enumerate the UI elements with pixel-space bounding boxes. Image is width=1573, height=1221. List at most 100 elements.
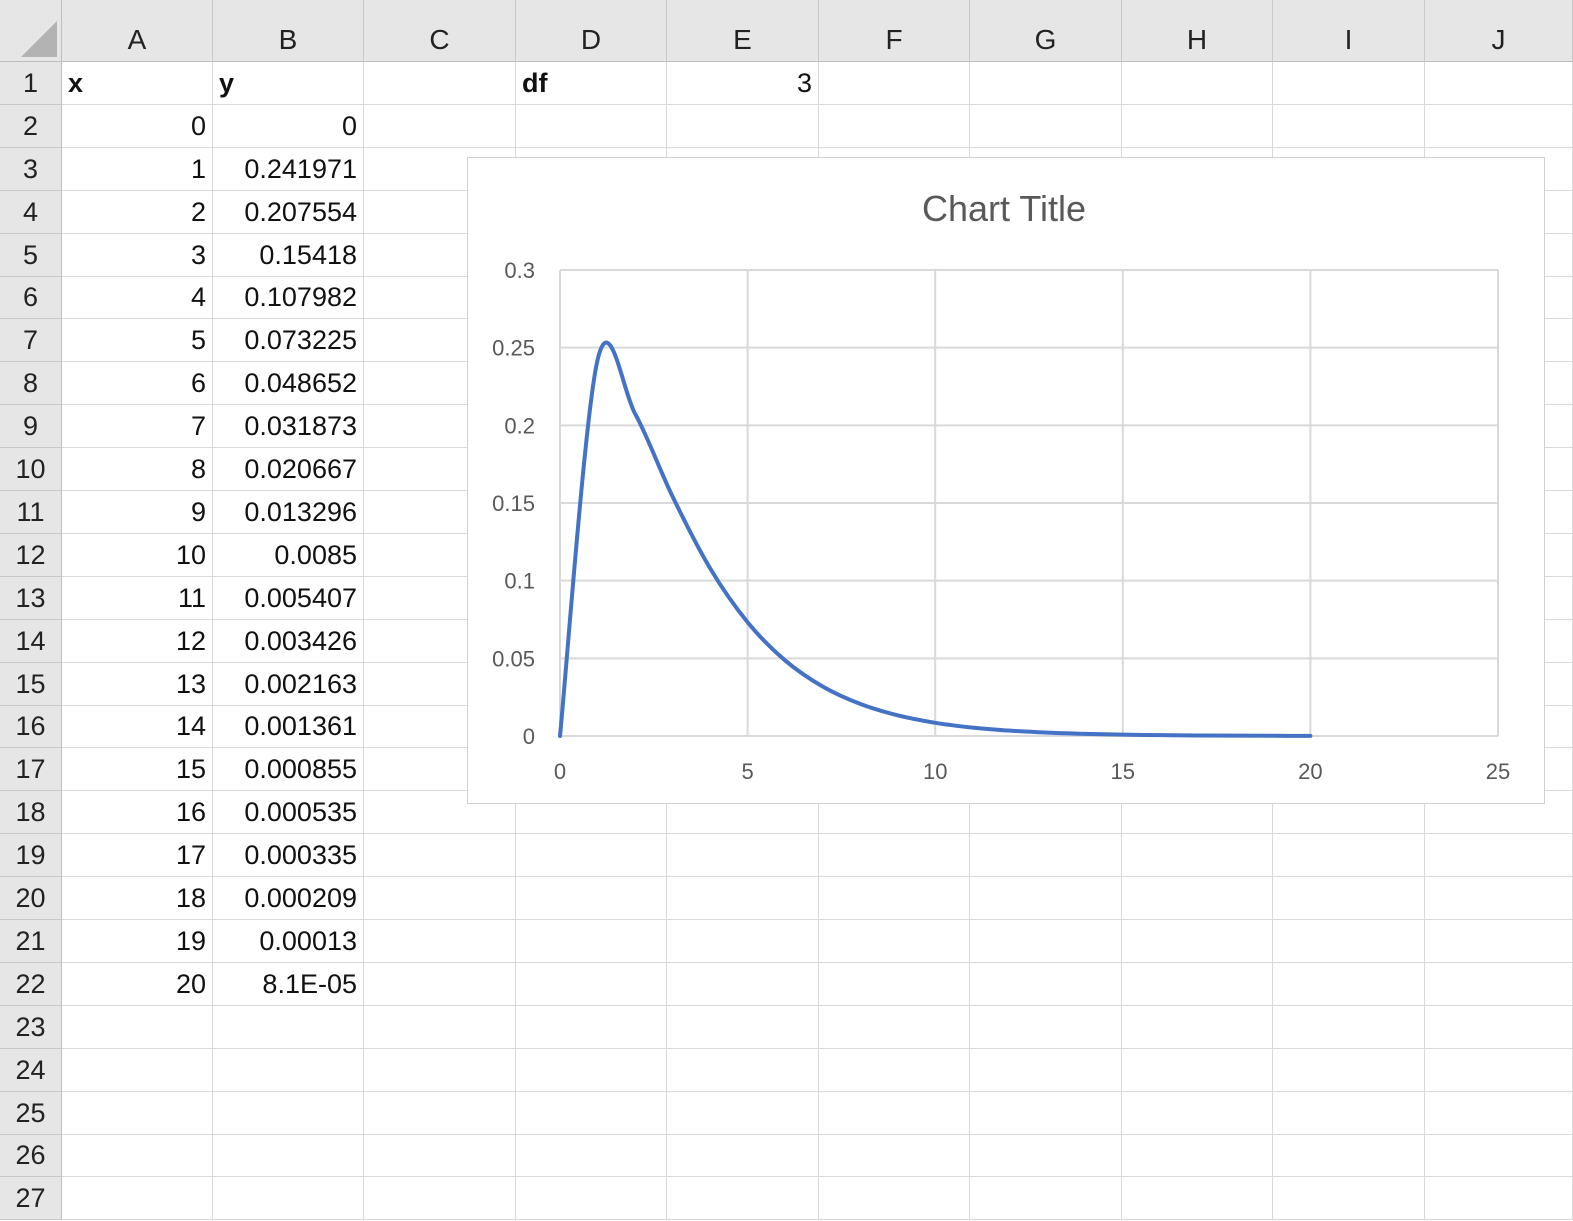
cell-f22[interactable] xyxy=(819,963,970,1006)
cell-e20[interactable] xyxy=(667,877,819,920)
column-header-i[interactable]: I xyxy=(1273,0,1425,62)
column-header-h[interactable]: H xyxy=(1122,0,1273,62)
cell-j25[interactable] xyxy=(1425,1092,1573,1135)
row-header-3[interactable]: 3 xyxy=(0,148,62,191)
cell-f1[interactable] xyxy=(819,62,970,105)
cell-a20[interactable]: 18 xyxy=(62,877,213,920)
cell-a27[interactable] xyxy=(62,1177,213,1220)
cell-b16[interactable]: 0.001361 xyxy=(213,706,364,748)
cell-h24[interactable] xyxy=(1122,1049,1273,1092)
cell-j20[interactable] xyxy=(1425,877,1573,920)
cell-a9[interactable]: 7 xyxy=(62,405,213,448)
cell-d23[interactable] xyxy=(516,1006,667,1049)
cell-h18[interactable] xyxy=(1122,791,1273,834)
cell-i1[interactable] xyxy=(1273,62,1425,105)
cell-a18[interactable]: 16 xyxy=(62,791,213,834)
cell-i26[interactable] xyxy=(1273,1135,1425,1177)
cell-a19[interactable]: 17 xyxy=(62,834,213,877)
cell-d27[interactable] xyxy=(516,1177,667,1220)
cell-j27[interactable] xyxy=(1425,1177,1573,1220)
cell-b3[interactable]: 0.241971 xyxy=(213,148,364,191)
cell-a8[interactable]: 6 xyxy=(62,362,213,405)
cell-j26[interactable] xyxy=(1425,1135,1573,1177)
row-header-5[interactable]: 5 xyxy=(0,234,62,277)
row-header-24[interactable]: 24 xyxy=(0,1049,62,1092)
cell-i19[interactable] xyxy=(1273,834,1425,877)
cell-i24[interactable] xyxy=(1273,1049,1425,1092)
cell-f25[interactable] xyxy=(819,1092,970,1135)
cell-b18[interactable]: 0.000535 xyxy=(213,791,364,834)
cell-i22[interactable] xyxy=(1273,963,1425,1006)
cell-j22[interactable] xyxy=(1425,963,1573,1006)
cell-h25[interactable] xyxy=(1122,1092,1273,1135)
row-header-1[interactable]: 1 xyxy=(0,62,62,105)
cell-j21[interactable] xyxy=(1425,920,1573,963)
cell-b4[interactable]: 0.207554 xyxy=(213,191,364,234)
cell-b20[interactable]: 0.000209 xyxy=(213,877,364,920)
cell-a2[interactable]: 0 xyxy=(62,105,213,148)
cell-b8[interactable]: 0.048652 xyxy=(213,362,364,405)
row-header-27[interactable]: 27 xyxy=(0,1177,62,1220)
cell-a4[interactable]: 2 xyxy=(62,191,213,234)
row-header-22[interactable]: 22 xyxy=(0,963,62,1006)
cell-g20[interactable] xyxy=(970,877,1122,920)
cell-b22[interactable]: 8.1E-05 xyxy=(213,963,364,1006)
cell-h20[interactable] xyxy=(1122,877,1273,920)
row-header-17[interactable]: 17 xyxy=(0,748,62,791)
cell-f26[interactable] xyxy=(819,1135,970,1177)
cell-g19[interactable] xyxy=(970,834,1122,877)
cell-b10[interactable]: 0.020667 xyxy=(213,448,364,491)
row-header-8[interactable]: 8 xyxy=(0,362,62,405)
cell-b5[interactable]: 0.15418 xyxy=(213,234,364,277)
cell-b9[interactable]: 0.031873 xyxy=(213,405,364,448)
cell-e2[interactable] xyxy=(667,105,819,148)
cell-b23[interactable] xyxy=(213,1006,364,1049)
cell-a7[interactable]: 5 xyxy=(62,319,213,362)
cell-e1[interactable]: 3 xyxy=(667,62,819,105)
cell-e25[interactable] xyxy=(667,1092,819,1135)
cell-a24[interactable] xyxy=(62,1049,213,1092)
cell-i21[interactable] xyxy=(1273,920,1425,963)
cell-i25[interactable] xyxy=(1273,1092,1425,1135)
cell-h1[interactable] xyxy=(1122,62,1273,105)
cell-a25[interactable] xyxy=(62,1092,213,1135)
cell-b11[interactable]: 0.013296 xyxy=(213,491,364,534)
row-header-19[interactable]: 19 xyxy=(0,834,62,877)
cell-a17[interactable]: 15 xyxy=(62,748,213,791)
cell-a3[interactable]: 1 xyxy=(62,148,213,191)
cell-a14[interactable]: 12 xyxy=(62,620,213,663)
cell-d24[interactable] xyxy=(516,1049,667,1092)
cell-i20[interactable] xyxy=(1273,877,1425,920)
cell-c24[interactable] xyxy=(364,1049,516,1092)
row-header-12[interactable]: 12 xyxy=(0,534,62,577)
cell-a16[interactable]: 14 xyxy=(62,706,213,748)
cell-f23[interactable] xyxy=(819,1006,970,1049)
row-header-16[interactable]: 16 xyxy=(0,706,62,748)
cell-e18[interactable] xyxy=(667,791,819,834)
row-header-2[interactable]: 2 xyxy=(0,105,62,148)
column-header-d[interactable]: D xyxy=(516,0,667,62)
cell-j19[interactable] xyxy=(1425,834,1573,877)
cell-f21[interactable] xyxy=(819,920,970,963)
column-header-g[interactable]: G xyxy=(970,0,1122,62)
cell-d20[interactable] xyxy=(516,877,667,920)
cell-b6[interactable]: 0.107982 xyxy=(213,277,364,319)
cell-a5[interactable]: 3 xyxy=(62,234,213,277)
cell-h22[interactable] xyxy=(1122,963,1273,1006)
row-header-9[interactable]: 9 xyxy=(0,405,62,448)
cell-a13[interactable]: 11 xyxy=(62,577,213,620)
cell-c27[interactable] xyxy=(364,1177,516,1220)
cell-d21[interactable] xyxy=(516,920,667,963)
cell-a6[interactable]: 4 xyxy=(62,277,213,319)
cell-b17[interactable]: 0.000855 xyxy=(213,748,364,791)
row-header-14[interactable]: 14 xyxy=(0,620,62,663)
cell-c22[interactable] xyxy=(364,963,516,1006)
cell-i2[interactable] xyxy=(1273,105,1425,148)
cell-b25[interactable] xyxy=(213,1092,364,1135)
cell-i27[interactable] xyxy=(1273,1177,1425,1220)
cell-j1[interactable] xyxy=(1425,62,1573,105)
cell-a15[interactable]: 13 xyxy=(62,663,213,706)
cell-g25[interactable] xyxy=(970,1092,1122,1135)
cell-h19[interactable] xyxy=(1122,834,1273,877)
column-header-j[interactable]: J xyxy=(1425,0,1573,62)
